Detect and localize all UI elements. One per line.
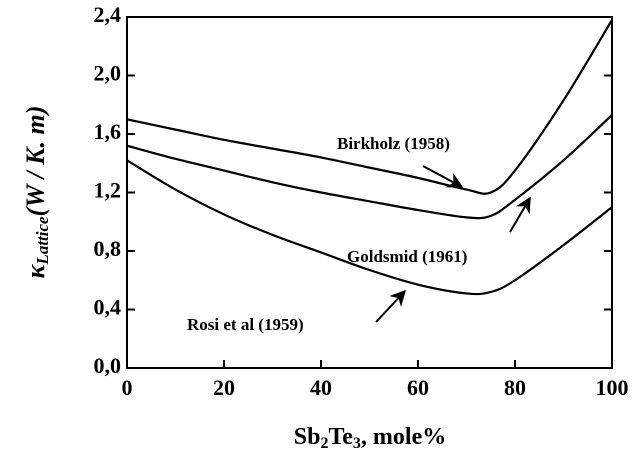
x-tick-label: 0 bbox=[122, 375, 133, 400]
arrow bbox=[509, 196, 531, 233]
y-tick-label: 0,4 bbox=[94, 295, 122, 320]
y-tick-label: 2,0 bbox=[94, 61, 122, 86]
y-axis-label: κLattice(W / K. m) bbox=[21, 106, 52, 279]
x-tick-label: 20 bbox=[213, 375, 235, 400]
series-line bbox=[126, 114, 613, 220]
y-tick-label: 1,2 bbox=[94, 178, 122, 203]
y-tick-label: 2,4 bbox=[94, 2, 122, 27]
arrow bbox=[422, 165, 464, 188]
x-tick-label: 60 bbox=[407, 375, 429, 400]
series-annotation: Goldsmid (1961) bbox=[347, 247, 467, 266]
series-line bbox=[126, 19, 613, 195]
x-axis-label: Sb2Te3, mole% bbox=[294, 424, 446, 452]
x-tick-label: 80 bbox=[504, 375, 526, 400]
series-annotation: Birkholz (1958) bbox=[337, 134, 450, 153]
arrow bbox=[375, 289, 407, 323]
y-tick-label: 0,0 bbox=[94, 353, 122, 378]
x-tick-label: 100 bbox=[596, 375, 629, 400]
series-annotation: Rosi et al (1959) bbox=[187, 315, 304, 334]
series-line bbox=[126, 159, 613, 296]
x-tick-label: 40 bbox=[310, 375, 332, 400]
y-tick-label: 0,8 bbox=[94, 236, 122, 261]
y-tick-label: 1,6 bbox=[94, 119, 122, 144]
